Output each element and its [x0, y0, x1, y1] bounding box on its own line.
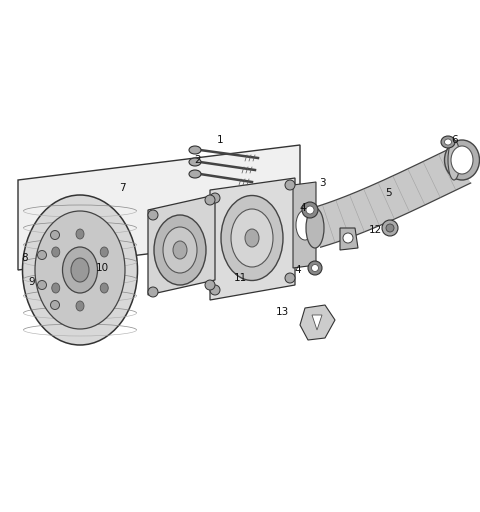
- Circle shape: [386, 224, 394, 232]
- Circle shape: [148, 210, 158, 220]
- Circle shape: [210, 285, 220, 295]
- Text: 10: 10: [96, 263, 108, 273]
- Circle shape: [306, 206, 314, 214]
- Ellipse shape: [62, 247, 97, 293]
- Ellipse shape: [173, 241, 187, 259]
- Ellipse shape: [189, 146, 201, 154]
- Circle shape: [312, 265, 319, 271]
- Text: 3: 3: [319, 178, 325, 188]
- Polygon shape: [210, 178, 295, 300]
- Ellipse shape: [189, 170, 201, 178]
- Ellipse shape: [163, 227, 197, 273]
- Polygon shape: [300, 305, 335, 340]
- Text: 9: 9: [29, 277, 36, 287]
- Circle shape: [50, 230, 60, 240]
- Ellipse shape: [451, 146, 473, 174]
- Polygon shape: [293, 182, 316, 268]
- Ellipse shape: [296, 210, 314, 240]
- Circle shape: [205, 280, 215, 290]
- Ellipse shape: [71, 258, 89, 282]
- Polygon shape: [18, 145, 300, 270]
- Text: 6: 6: [452, 135, 458, 145]
- Polygon shape: [340, 228, 358, 250]
- Circle shape: [205, 195, 215, 205]
- Ellipse shape: [154, 215, 206, 285]
- Text: 2: 2: [195, 155, 201, 165]
- Ellipse shape: [35, 211, 125, 329]
- Ellipse shape: [441, 136, 455, 148]
- Text: 7: 7: [119, 183, 125, 193]
- Polygon shape: [148, 195, 215, 295]
- Text: 13: 13: [276, 307, 288, 317]
- Circle shape: [308, 261, 322, 275]
- Circle shape: [50, 301, 60, 309]
- Circle shape: [37, 281, 47, 289]
- Ellipse shape: [444, 140, 480, 180]
- Circle shape: [285, 180, 295, 190]
- Ellipse shape: [245, 229, 259, 247]
- Polygon shape: [312, 315, 322, 330]
- Ellipse shape: [76, 301, 84, 311]
- Ellipse shape: [221, 196, 283, 281]
- Text: 12: 12: [368, 225, 382, 235]
- Polygon shape: [310, 147, 471, 247]
- Circle shape: [148, 287, 158, 297]
- Ellipse shape: [52, 283, 60, 293]
- Ellipse shape: [100, 247, 108, 257]
- Ellipse shape: [306, 208, 324, 248]
- Ellipse shape: [231, 209, 273, 267]
- Ellipse shape: [23, 195, 137, 345]
- Text: 11: 11: [233, 273, 247, 283]
- Circle shape: [37, 250, 47, 260]
- Circle shape: [343, 233, 353, 243]
- Ellipse shape: [52, 247, 60, 257]
- Text: 8: 8: [22, 253, 28, 263]
- Circle shape: [285, 273, 295, 283]
- Circle shape: [382, 220, 398, 236]
- Circle shape: [210, 193, 220, 203]
- Text: 4: 4: [300, 203, 306, 213]
- Text: 5: 5: [384, 188, 391, 198]
- Ellipse shape: [189, 158, 201, 166]
- Ellipse shape: [100, 283, 108, 293]
- Text: 1: 1: [216, 135, 223, 145]
- Ellipse shape: [448, 140, 460, 180]
- Ellipse shape: [76, 229, 84, 239]
- Text: 4: 4: [295, 265, 301, 275]
- Ellipse shape: [444, 139, 452, 145]
- Circle shape: [302, 202, 318, 218]
